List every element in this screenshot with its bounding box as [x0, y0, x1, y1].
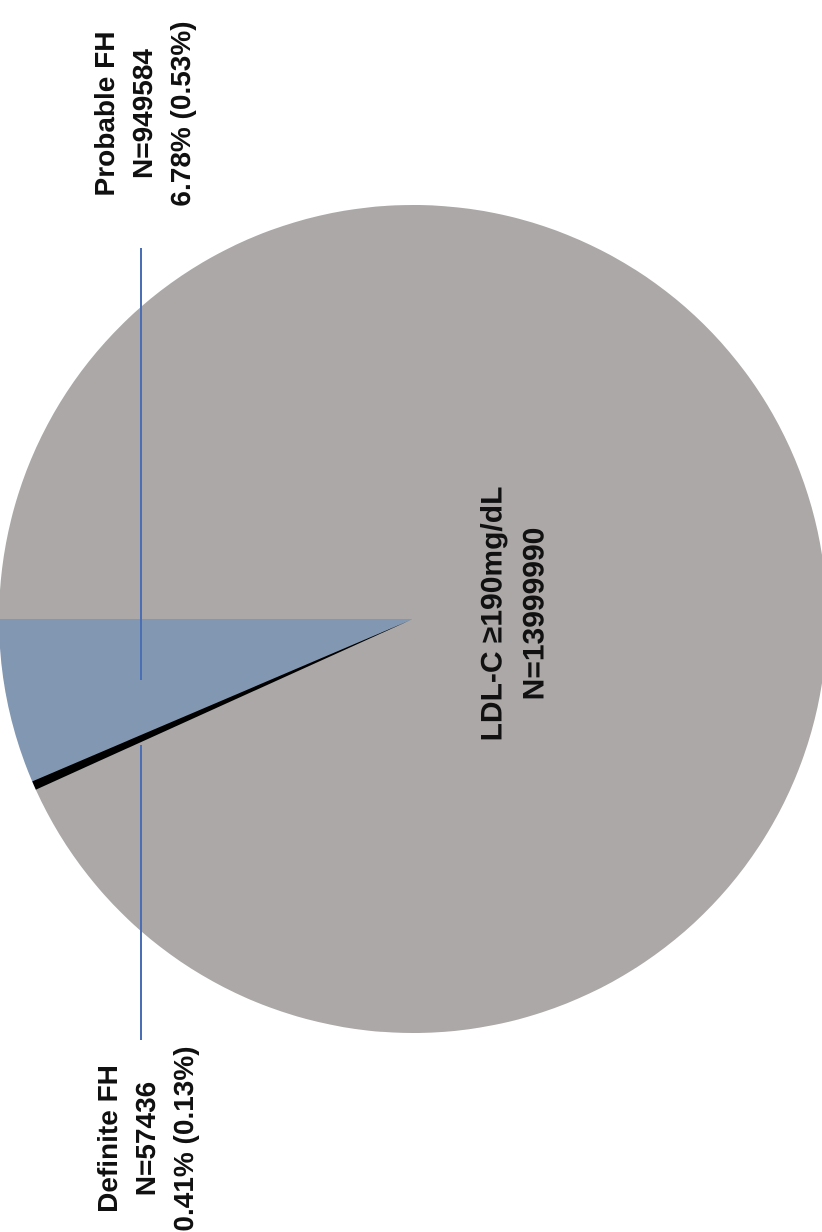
pie-slice-probable-fh — [0, 619, 413, 782]
label-probable-fh-line-3: 6.78% (0.53%) — [165, 21, 196, 206]
label-definite-fh: Definite FH N=57436 0.41% (0.13%) — [92, 1046, 199, 1231]
label-ldl-c: LDL-C ≥190mg/dL N=13999990 — [476, 487, 551, 742]
label-definite-fh-line-3: 0.41% (0.13%) — [168, 1046, 199, 1231]
label-probable-fh: Probable FH N=949584 6.78% (0.53%) — [89, 21, 196, 206]
pie-slice-ldl — [0, 205, 822, 1033]
label-definite-fh-line-2: N=57436 — [130, 1082, 161, 1196]
label-probable-fh-line-2: N=949584 — [127, 49, 158, 179]
label-ldl-c-line-1: LDL-C ≥190mg/dL — [476, 487, 509, 742]
label-probable-fh-line-1: Probable FH — [89, 32, 120, 197]
label-definite-fh-line-1: Definite FH — [92, 1065, 123, 1213]
pie-slice-definite-fh — [32, 619, 413, 790]
label-ldl-c-line-2: N=13999990 — [518, 528, 551, 701]
